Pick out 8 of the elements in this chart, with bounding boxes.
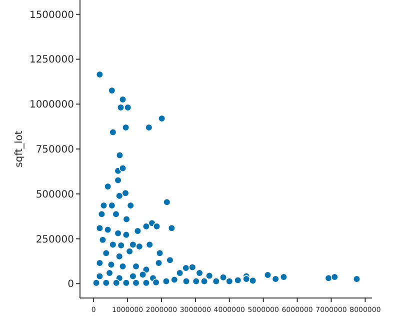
y-axis-title: sqft_lot xyxy=(14,130,25,168)
y-tick-label: 750000 xyxy=(36,144,74,156)
y-tick-label: 1500000 xyxy=(29,10,74,21)
y-tick-label: 500000 xyxy=(36,189,74,200)
y-tick-label: 0 xyxy=(68,279,74,290)
y-tick-label: 1000000 xyxy=(29,100,74,111)
y-tick-label: 1250000 xyxy=(29,54,74,66)
y-tick-label: 250000 xyxy=(36,234,74,246)
